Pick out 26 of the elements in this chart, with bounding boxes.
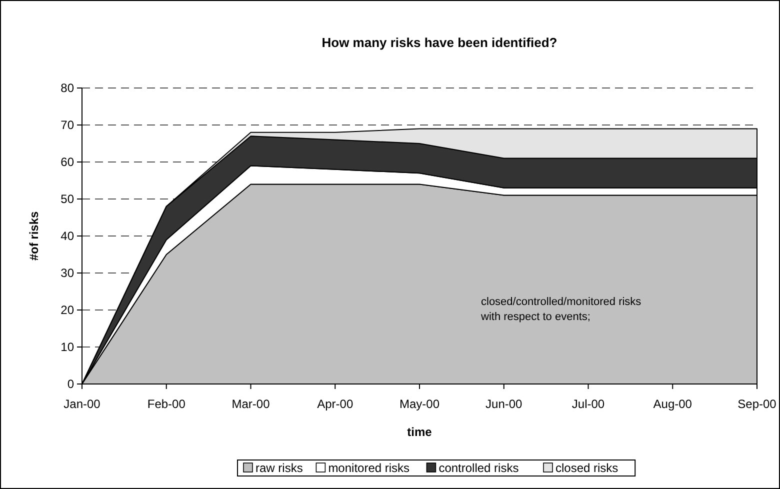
x-axis-title: time bbox=[407, 425, 432, 439]
legend-label: monitored risks bbox=[328, 461, 410, 475]
y-tick-label: 0 bbox=[67, 377, 74, 391]
x-tick-label: Jun-00 bbox=[486, 397, 523, 411]
x-tick-label: Feb-00 bbox=[147, 397, 186, 411]
x-tick-label: May-00 bbox=[399, 397, 440, 411]
y-axis-title: #of risks bbox=[27, 210, 41, 261]
annotation: closed/controlled/monitored risks with respect to events; bbox=[480, 296, 642, 323]
y-tick-label: 10 bbox=[60, 340, 74, 354]
x-tick-label: Jan-00 bbox=[64, 397, 101, 411]
y-tick-label: 30 bbox=[60, 266, 74, 280]
y-tick-label: 20 bbox=[60, 303, 74, 317]
x-tick-label: Jul-00 bbox=[572, 397, 605, 411]
y-tick-label: 80 bbox=[60, 81, 74, 95]
y-tick-label: 70 bbox=[60, 118, 74, 132]
legend-label: raw risks bbox=[256, 461, 303, 475]
x-tick-label: Apr-00 bbox=[317, 397, 354, 411]
x-tick-label: Sep-00 bbox=[738, 397, 777, 411]
y-tick-label: 60 bbox=[60, 155, 74, 169]
legend-label: controlled risks bbox=[438, 461, 519, 475]
legend-label: closed risks bbox=[556, 461, 618, 475]
chart-title: How many risks have been identified? bbox=[322, 35, 558, 50]
y-tick-label: 50 bbox=[60, 192, 74, 206]
y-tick-label: 40 bbox=[60, 229, 74, 243]
x-tick-label: Mar-00 bbox=[232, 397, 270, 411]
x-tick-label: Aug-00 bbox=[653, 397, 692, 411]
